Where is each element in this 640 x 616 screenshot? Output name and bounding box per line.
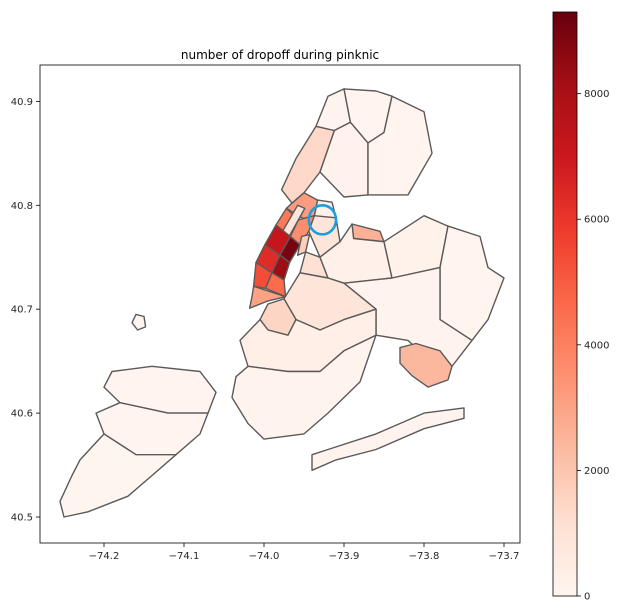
region-lower-manhattan	[248, 285, 287, 309]
region-ellis-island-area	[131, 313, 147, 331]
x-tick-label: −73.9	[329, 551, 360, 562]
y-tick-label: 40.5	[11, 513, 33, 524]
region-staten-island-south	[59, 433, 177, 518]
highlight-layer	[307, 203, 338, 236]
colorbar: 0 2000 4000 6000 8000	[552, 11, 609, 603]
x-tick-label: −74.0	[249, 551, 280, 562]
regions-layer	[59, 88, 505, 518]
colorbar-tick-label: 4000	[584, 340, 609, 351]
colorbar-ticks: 0 2000 4000 6000 8000	[577, 89, 609, 603]
x-tick-label: −74.2	[89, 551, 120, 562]
region-jfk-airport	[399, 342, 453, 388]
map-title: number of dropoff during pinknic	[181, 48, 379, 62]
x-tick-label: −74.1	[169, 551, 200, 562]
colorbar-gradient	[552, 11, 578, 597]
x-tick-label: −73.8	[409, 551, 440, 562]
x-axis: −74.2 −74.1 −74.0 −73.9 −73.8 −73.7	[89, 543, 520, 562]
y-tick-label: 40.6	[11, 409, 33, 420]
x-tick-label: −73.7	[489, 551, 520, 562]
highlight-circle	[307, 203, 338, 236]
region-rockaway	[311, 407, 465, 471]
y-tick-label: 40.7	[11, 305, 33, 316]
colorbar-tick-label: 6000	[584, 215, 609, 226]
region-brooklyn-south	[231, 334, 377, 440]
colorbar-tick-label: 0	[584, 592, 590, 603]
y-tick-label: 40.9	[11, 97, 33, 108]
plot-frame	[39, 64, 521, 544]
y-axis: 40.9 40.8 40.7 40.6 40.5	[11, 97, 40, 524]
plot-area: −74.2 −74.1 −74.0 −73.9 −73.8 −73.7 40.940.84…	[11, 64, 521, 562]
region-bronx-east	[367, 95, 433, 196]
colorbar-tick-label: 2000	[584, 466, 609, 477]
y-tick-label: 40.8	[11, 201, 33, 212]
colorbar-tick-label: 8000	[584, 89, 609, 100]
